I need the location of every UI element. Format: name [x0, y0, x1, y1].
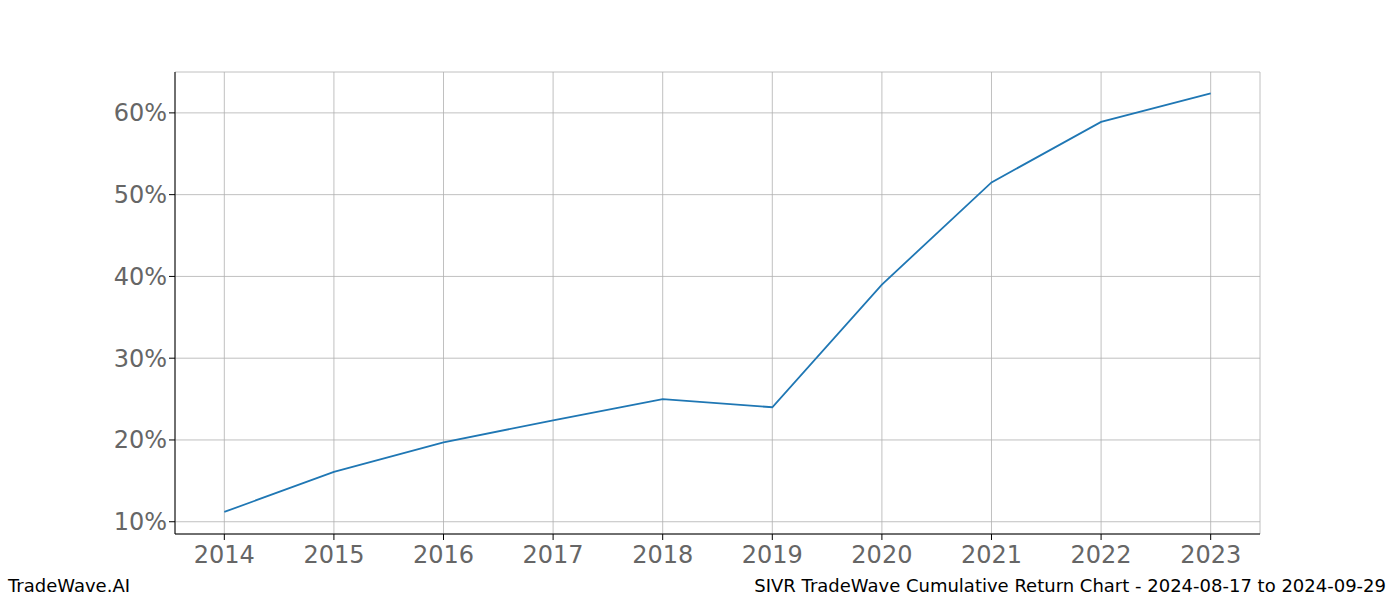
svg-text:2017: 2017	[523, 541, 584, 569]
svg-text:2015: 2015	[303, 541, 364, 569]
svg-text:2018: 2018	[632, 541, 693, 569]
svg-text:20%: 20%	[114, 426, 167, 454]
html-text:TradeWave.AI: TradeWave.AI	[8, 575, 130, 596]
svg-text:2020: 2020	[851, 541, 912, 569]
svg-text:2016: 2016	[413, 541, 474, 569]
svg-text:60%: 60%	[114, 99, 167, 127]
svg-text:2014: 2014	[194, 541, 255, 569]
svg-text:10%: 10%	[114, 508, 167, 536]
svg-text:2022: 2022	[1071, 541, 1132, 569]
html-text:SIVR TradeWave Cumulative Retu: SIVR TradeWave Cumulative Return Chart -…	[754, 575, 1386, 596]
svg-text:2019: 2019	[742, 541, 803, 569]
svg-text:2023: 2023	[1180, 541, 1241, 569]
svg-text:50%: 50%	[114, 181, 167, 209]
svg-text:30%: 30%	[114, 345, 167, 373]
svg-text:40%: 40%	[114, 263, 167, 291]
svg-text:2021: 2021	[961, 541, 1022, 569]
